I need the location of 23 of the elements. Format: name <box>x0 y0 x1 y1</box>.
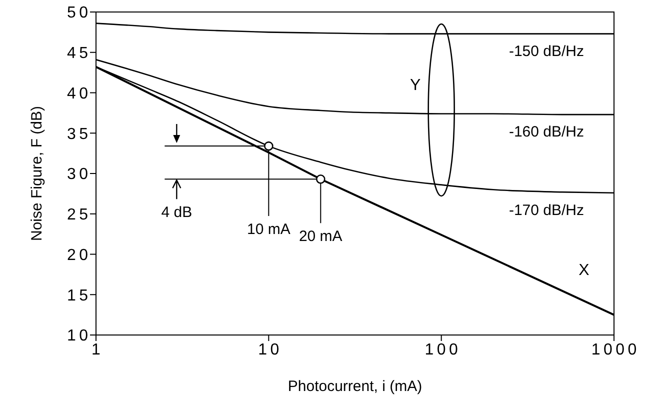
y-tick-label: 1 5 <box>67 287 88 304</box>
y-axis-title: Noise Figure, F (dB) <box>28 106 46 242</box>
y-tick-label: 1 0 <box>67 328 88 345</box>
annotation: 4 dB <box>161 204 192 222</box>
annotation: 10 mA <box>246 221 290 238</box>
x-tick-label: 1 0 0 0 <box>591 341 637 358</box>
series-label: -150 dB/Hz <box>508 42 584 60</box>
y-tick-label: 4 0 <box>67 85 88 102</box>
y-tick-label: 4 5 <box>67 45 88 62</box>
annotation: X <box>578 262 590 279</box>
x-tick-label: 1 0 <box>258 341 280 358</box>
y-tick-label: 2 0 <box>67 246 88 264</box>
series-label: -170 dB/Hz <box>508 202 584 219</box>
y-tick-label: 3 5 <box>67 126 88 143</box>
y-tick-label: 2 5 <box>67 206 88 224</box>
x-axis-title: Photocurrent, i (mA) <box>288 378 422 395</box>
annotation: 20 mA <box>298 228 342 246</box>
series-label: -160 dB/Hz <box>508 124 584 141</box>
x-tick-label: 1 0 0 <box>424 341 458 358</box>
x-tick-label: 1 <box>92 341 101 358</box>
y-tick-label: 5 0 <box>67 4 88 22</box>
y-tick-label: 3 0 <box>67 166 88 184</box>
annotation: Y <box>410 77 421 94</box>
